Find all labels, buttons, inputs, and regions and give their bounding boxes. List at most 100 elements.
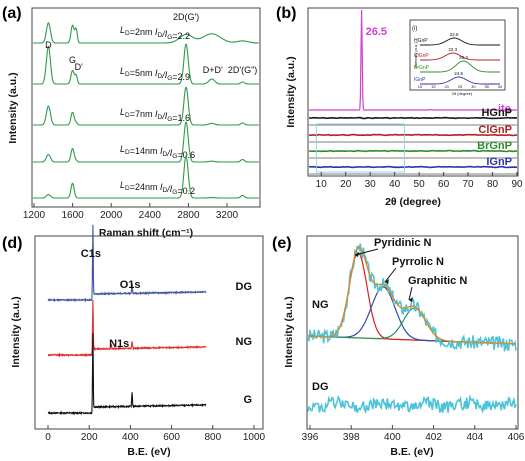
n1s-tick-label: 400 (384, 432, 401, 443)
xrd-line-HGnP (309, 116, 518, 120)
inset-label-IGnP: IGnP (414, 77, 426, 83)
raman-line-0 (33, 22, 259, 44)
inset-label-HGnP: HGnP (414, 38, 428, 44)
xps-series-label-DG: DG (236, 281, 253, 293)
panel-d-plot: DG NG G C1s O1s N1s (47, 224, 253, 416)
xrd-graphite-line (309, 9, 517, 111)
raman-line-2 (33, 86, 259, 126)
xrd-tick-label: 20 (340, 179, 352, 190)
raman-tick-label: 1200 (23, 210, 46, 221)
n1s-raw-dg (307, 394, 517, 415)
inset-peak-ClGnP: 22.3 (448, 47, 457, 52)
xrd-series-label-BrGnP: BrGnP (477, 140, 512, 152)
xps-line-NG (47, 299, 207, 358)
raman-tick-label: 2800 (177, 210, 200, 221)
xrd-series-label-IGnP: IGnP (486, 156, 512, 168)
panel-a-y-label: Intensity (a.u.) (7, 72, 19, 143)
xrd-tick-label: 50 (414, 179, 426, 190)
xps-peak-label-o1s: O1s (120, 279, 141, 291)
raman-series-label-3: LD=14nm ID/IG=0.6 (120, 144, 195, 160)
panel-d: (d) DG NG G C1s O1s N1s 0 200 400 600 800 1000 B.E… (2, 224, 266, 458)
panel-a-plot: LD=2nm ID/IG=2.2 LD=5nm ID/IG=2.9 LD=7nm I… (33, 12, 259, 199)
xrd-line-ClGnP (308, 133, 518, 137)
n1s-tick-label: 402 (425, 432, 442, 443)
panel-d-x-label: B.E. (eV) (127, 446, 170, 458)
xps-tick-label: 0 (45, 432, 51, 443)
inset-tick: 30 (471, 84, 476, 89)
inset-peak-IGnP: 24.5 (454, 71, 463, 76)
raman-tick-label: 1600 (61, 210, 84, 221)
raman-series-label-0: LD=2nm ID/IG=2.2 (120, 25, 190, 41)
raman-series-label-2: LD=7nm ID/IG=1.6 (120, 107, 190, 123)
xps-line-DG (47, 224, 207, 303)
panel-e-label: (e) (272, 235, 292, 252)
panel-a: (a) LD=2nm ID/IG=2.2 LD=5nm ID/IG=2.9 LD=7… (2, 5, 261, 239)
panel-b-y-label: Intensity (a.u.) (285, 56, 297, 127)
panel-a-label: (a) (2, 5, 22, 22)
raman-tick-label: 2000 (100, 210, 123, 221)
raman-series-label-1: LD=5nm ID/IG=2.9 (120, 66, 190, 82)
inset-mark: (i) (412, 26, 417, 32)
n1s-arrow-2 (408, 286, 413, 301)
inset-line-ClGnP (420, 52, 500, 61)
panel-e-plot: NG DG Pyridinic N Pyrrolic N Graphitic N (307, 237, 517, 415)
n1s-tick-label: 406 (508, 432, 525, 443)
xrd-series-label-HGnP: HGnP (481, 107, 512, 119)
xrd-zoom-box (315, 123, 405, 173)
inset-tick: 10 (418, 84, 423, 89)
xrd-inset: (i) HGnP 22.8 ClGnP 22.3 BrGnP 26.3 IGnP 24.5 10 1… (409, 19, 506, 96)
inset-tick: 25 (458, 84, 463, 89)
inset-label-ClGnP: ClGnP (414, 53, 429, 59)
inset-line-IGnP (420, 76, 500, 85)
raman-line-3 (33, 121, 259, 163)
xps-tick-label: 400 (122, 432, 139, 443)
xps-series-label-G: G (243, 394, 252, 406)
xps-tick-label: 200 (81, 432, 98, 443)
n1s-component-label-2: Graphitic N (408, 275, 467, 287)
panel-a-frame (31, 7, 261, 208)
xrd-tick-label: 70 (462, 179, 474, 190)
xps-peak-label-n1s: N1s (109, 338, 129, 350)
panel-d-x-ticks: 0 200 400 600 800 1000 (45, 425, 266, 443)
inset-line-HGnP (420, 37, 500, 46)
n1s-component-1 (308, 286, 517, 345)
panel-e: (e) NG DG Pyridinic N Pyrrolic N Graphitic N… (272, 235, 525, 458)
xrd-tick-label: 30 (365, 179, 377, 190)
xps-tick-label: 1000 (243, 432, 266, 443)
panel-a-x-label: Raman shift (cm⁻¹) (99, 227, 193, 239)
raman-line-4 (33, 155, 259, 199)
raman-peak-label-5: 2D'(G") (228, 65, 257, 75)
panel-d-frame (34, 235, 264, 430)
n1s-arrowhead-1 (385, 279, 389, 284)
panel-b-plot: 26.5iteHGnPClGnPBrGnPIGnP(i)HGnP22.8ClGn… (308, 9, 518, 175)
xps-tick-label: 600 (163, 432, 180, 443)
n1s-arrow-1 (384, 267, 397, 283)
xps-series-label-NG: NG (236, 336, 253, 348)
panel-e-frame (306, 235, 519, 430)
n1s-series-label-ng: NG (312, 299, 329, 311)
n1s-arrowhead-0 (355, 252, 359, 257)
xps-line-G (47, 333, 207, 416)
inset-tick: 35 (484, 84, 489, 89)
xps-tick-label: 800 (204, 432, 221, 443)
inset-peak-HGnP: 22.8 (450, 32, 459, 37)
n1s-tick-label: 398 (343, 432, 360, 443)
n1s-tick-label: 404 (466, 432, 483, 443)
xrd-tick-label: 80 (487, 179, 499, 190)
xrd-tick-label: 40 (389, 179, 401, 190)
panel-b: (b) 26.5iteHGnPClGnPBrGnPIGnP(i)HGnP22.8… (276, 5, 523, 208)
raman-peak-label-3: 2D(G') (173, 12, 199, 22)
n1s-component-label-1: Pyrrolic N (392, 256, 444, 268)
inset-x-label: 2θ (degree) (452, 91, 473, 96)
raman-peak-label-0: D (45, 40, 52, 50)
inset-tick: 40 (498, 84, 503, 89)
panel-b-frame (307, 7, 519, 177)
n1s-arrowhead-2 (409, 297, 413, 302)
inset-tick: 20 (444, 84, 449, 89)
panel-d-y-label: Intensity (a.u.) (10, 296, 22, 367)
inset-peak-BrGnP: 26.3 (459, 55, 468, 60)
raman-line-1 (33, 43, 259, 85)
xrd-tick-label: 90 (511, 179, 523, 190)
inset-frame (409, 19, 506, 91)
inset-line-BrGnP (420, 60, 500, 73)
